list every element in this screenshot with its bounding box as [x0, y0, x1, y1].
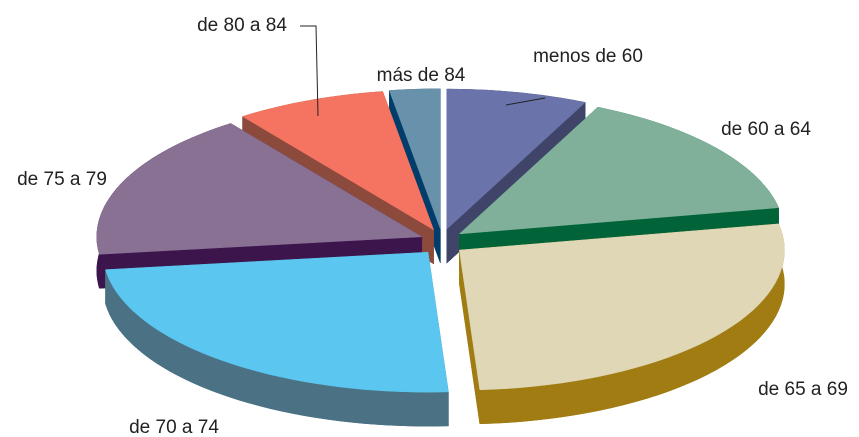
leader-line	[505, 97, 546, 106]
slice-top	[459, 223, 785, 391]
slice-label: menos de 60	[533, 46, 643, 67]
slice-label: de 60 a 64	[721, 119, 811, 140]
slice-top	[446, 88, 586, 230]
slice-top	[458, 106, 779, 235]
slice	[458, 106, 779, 269]
slice-label: de 70 a 74	[129, 417, 219, 437]
slice-top	[389, 88, 441, 229]
slice-label: de 75 a 79	[17, 169, 107, 190]
slice	[105, 251, 449, 427]
leader-line	[300, 25, 319, 117]
slice-top	[96, 123, 423, 255]
slice	[459, 223, 785, 425]
slice-top	[105, 251, 449, 393]
slice-label: de 65 a 69	[758, 379, 848, 400]
slice-label: de 80 a 84	[197, 15, 287, 36]
slice-top	[241, 91, 435, 231]
slice-label: más de 84	[377, 65, 466, 86]
